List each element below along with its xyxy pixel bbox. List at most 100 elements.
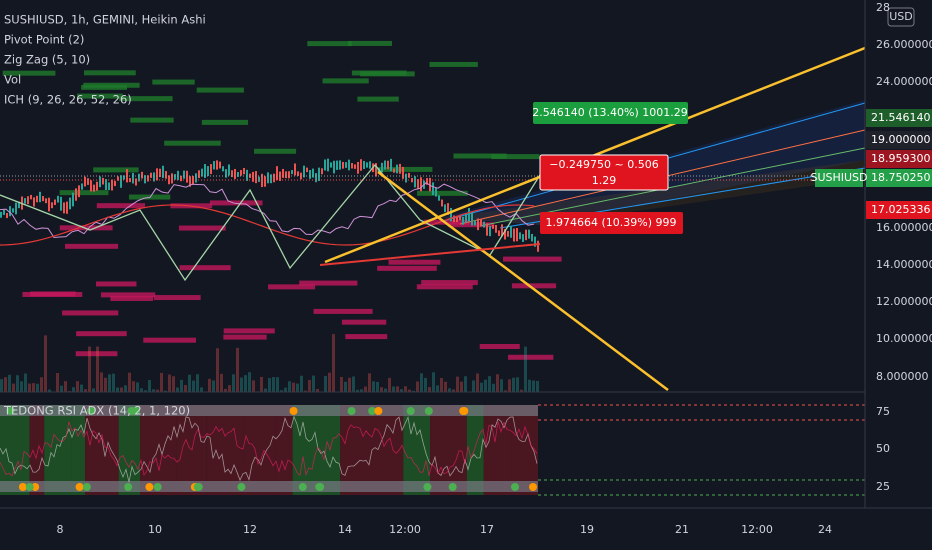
candle [150,172,152,178]
volume-bar [532,380,535,392]
candle [177,170,179,181]
volume-bar [296,383,299,392]
pivot-dash [152,79,195,85]
volume-bar [260,376,263,392]
pivot-dash [83,70,136,76]
candle [516,227,518,242]
candle [390,158,392,172]
candle [456,216,458,223]
volume-bar [348,377,351,392]
pivot-dash [421,280,478,286]
volume-bar [232,374,235,392]
osc-dot [124,483,133,491]
time-tick-label: 19 [580,523,594,536]
candle [243,167,245,175]
candle [222,166,224,172]
osc-dot [237,483,246,491]
volume-bar [140,388,143,392]
volume-bar [240,377,243,392]
volume-bar [520,389,523,392]
volume-bar [36,383,39,392]
candle [6,212,8,219]
candle [12,208,14,213]
osc-dot [316,483,325,491]
volume-bar [472,380,475,392]
volume-bar [32,383,35,392]
osc-zone [176,405,207,495]
osc-dot [75,483,84,491]
pivot-dash [511,283,557,289]
volume-bar [176,387,179,392]
volume-bar [104,377,107,392]
volume-bar [96,346,99,392]
time-tick-label: 10 [148,523,162,536]
candle [492,224,494,229]
pivot-dash [179,265,231,271]
time-tick-label: 12 [243,523,257,536]
osc-zone [140,405,177,495]
candle [162,165,164,178]
volume-bar [356,389,359,392]
volume-bar [80,384,83,392]
pivot-dash [503,256,562,262]
volume-bar [28,383,31,392]
candle [51,202,53,209]
pivot-dash [417,190,468,196]
candle [201,168,203,177]
candle [123,175,125,180]
candle [246,169,248,181]
candle [63,202,65,214]
volume-bar [304,390,307,392]
candle [72,192,74,207]
time-tick-label: 14 [338,523,352,536]
oscillator-tick-label: 50 [876,442,890,455]
volume-bar [220,373,223,392]
candle [3,209,5,215]
candle [396,164,398,174]
pivot-dash [75,351,118,357]
candle [501,224,503,237]
volume-bar [324,375,327,392]
volume-bar [460,381,463,392]
volume-bar [100,372,103,392]
candle [258,176,260,182]
candle [402,166,404,179]
indicator-legend: ICH (9, 26, 26, 52, 26) [4,93,132,107]
candle [351,163,353,169]
osc-dot [6,407,15,415]
candle [354,164,356,169]
candle [120,175,122,188]
volume-bar [148,379,151,392]
osc-dot [406,407,415,415]
candle [174,174,176,180]
candle [213,161,215,170]
trend-line [319,243,541,266]
candle [252,171,254,182]
candle [171,173,173,184]
osc-zone [44,405,72,495]
volume-bar [172,376,175,392]
volume-bar [116,387,119,392]
volume-bar [268,378,271,392]
volume-bar [20,381,23,392]
time-tick-label: 8 [57,523,64,536]
volume-bar [64,381,67,392]
candle [219,161,221,169]
volume-bar [432,372,435,392]
pivot-dash [388,259,441,265]
volume-bar [236,347,239,392]
candle [159,168,161,178]
candle [105,179,107,190]
volume-bar [340,376,343,392]
candle [240,170,242,176]
pivot-dash [429,61,478,67]
candle [273,173,275,183]
candle [207,166,209,177]
pivot-dash [30,291,76,297]
volume-bar [440,378,443,392]
volume-bar [352,376,355,392]
candle [111,179,113,191]
price-tag [866,109,932,127]
price-tick-label: 14.000000 [876,258,932,271]
volume-bar [452,389,455,392]
